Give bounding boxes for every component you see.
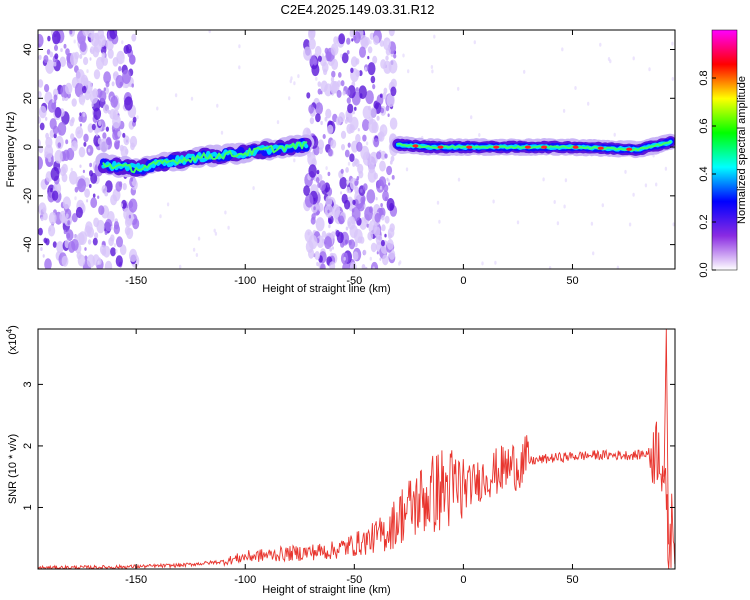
y-scale-prefix: (x10 bbox=[7, 333, 19, 354]
noise-band bbox=[302, 30, 399, 269]
x-axis-label: Height of straight line (km) bbox=[262, 584, 390, 596]
x-tick-label: -150 bbox=[125, 275, 147, 287]
x-tick-label: -150 bbox=[125, 574, 147, 586]
x-tick-label: 0 bbox=[460, 275, 466, 287]
noise-band bbox=[38, 30, 140, 269]
colorbar-label: Normalized spectral amplitude bbox=[736, 76, 748, 224]
snr-plot-area bbox=[38, 329, 675, 569]
ridge-peak bbox=[626, 147, 633, 151]
y-tick-label: 40 bbox=[22, 43, 34, 55]
ridge-peak bbox=[412, 144, 419, 148]
x-tick-label: 50 bbox=[566, 275, 578, 287]
snr-frame bbox=[37, 328, 676, 570]
y-axis-label: Frequency (Hz) bbox=[5, 112, 17, 188]
colorbar-tick-label: 0.0 bbox=[698, 262, 710, 277]
ridge-peak bbox=[437, 145, 444, 149]
ridge-peak bbox=[597, 146, 604, 150]
x-tick-label: -100 bbox=[234, 574, 256, 586]
colorbar-tick-label: 0.8 bbox=[698, 70, 710, 85]
ridge-peak bbox=[524, 145, 531, 149]
y-scale-label: (x104) bbox=[5, 325, 20, 355]
colorbar-tick-label: 0.4 bbox=[698, 166, 710, 181]
colorbar-tick-label: 0.6 bbox=[698, 118, 710, 133]
y-axis-label: SNR (10 * v/v) bbox=[7, 434, 19, 504]
y-scale-exponent: 4 bbox=[5, 328, 14, 333]
x-axis-label: Height of straight line (km) bbox=[262, 283, 390, 295]
y-scale-suffix: ) bbox=[7, 325, 19, 329]
ridge-peak bbox=[493, 145, 500, 149]
snr-series-line bbox=[38, 421, 675, 569]
y-tick-label: 3 bbox=[22, 381, 34, 387]
ridge-band bbox=[95, 134, 315, 178]
x-tick-label: -50 bbox=[346, 275, 362, 287]
ridge-peak bbox=[541, 145, 548, 149]
snr-chart: -150 -100 -50 0 50 1 2 3 Height of straight line… bbox=[5, 325, 676, 596]
ridge-band bbox=[389, 133, 675, 159]
y-tick-label: -40 bbox=[22, 237, 34, 253]
ridge-peak bbox=[466, 145, 473, 149]
x-tick-label: -100 bbox=[234, 275, 256, 287]
colorbar bbox=[711, 29, 738, 271]
y-tick-label: -20 bbox=[22, 188, 34, 204]
chart-title: C2E4.2025.149.03.31.R12 bbox=[280, 2, 435, 17]
y-tick-label: 0 bbox=[22, 144, 34, 150]
ridge-peak bbox=[572, 145, 579, 149]
spectrogram-chart: -150 -100 -50 0 50 -40 -20 0 20 40 Height of strai… bbox=[5, 29, 748, 295]
spectrogram-plot-area bbox=[38, 30, 675, 269]
y-tick-label: 1 bbox=[22, 504, 34, 510]
y-tick-label: 20 bbox=[22, 92, 34, 104]
y-tick-label: 2 bbox=[22, 443, 34, 449]
x-tick-label: 50 bbox=[566, 574, 578, 586]
snr-spike bbox=[663, 329, 669, 545]
x-tick-label: 0 bbox=[460, 574, 466, 586]
spectrogram-frame bbox=[37, 29, 676, 270]
colorbar-tick-label: 0.2 bbox=[698, 214, 710, 229]
x-tick-label: -50 bbox=[346, 574, 362, 586]
